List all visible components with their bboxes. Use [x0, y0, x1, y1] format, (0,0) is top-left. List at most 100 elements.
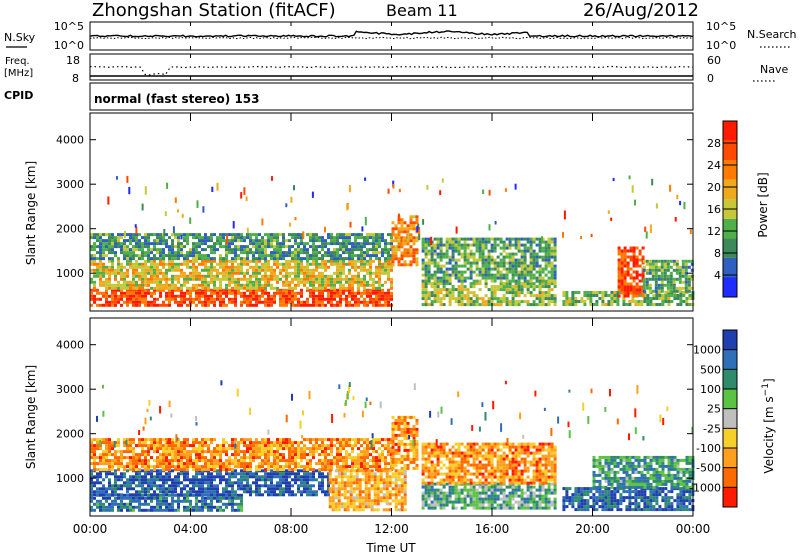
power-cell-8	[667, 278, 670, 281]
power-cell-1	[339, 269, 342, 272]
power-cell-4	[452, 288, 455, 291]
power-cell-5	[545, 268, 548, 271]
velocity-cell-2	[231, 453, 234, 456]
power-cell-7	[633, 295, 636, 298]
beam-label: Beam 11	[386, 1, 458, 20]
power-cell-6	[601, 303, 604, 306]
velocity-cell-1	[210, 484, 213, 487]
power-cell-8	[646, 284, 649, 287]
power-cell-2	[255, 251, 258, 254]
velocity-cell-2	[153, 465, 156, 468]
power-cell-7	[621, 259, 624, 262]
velocity-cell-1	[234, 469, 237, 472]
power-cell-3	[401, 227, 404, 230]
power-cell-5	[491, 274, 494, 277]
power-cell-1	[318, 287, 321, 290]
power-cell-0	[213, 292, 216, 295]
power-cell-2	[114, 254, 117, 257]
power-cell-8	[673, 278, 676, 281]
power-cell-7	[636, 283, 639, 286]
power-cell-3	[392, 257, 395, 260]
velocity-cell-1	[255, 478, 258, 481]
power-sparse-cell	[580, 236, 582, 239]
power-cell-2	[282, 233, 285, 236]
power-cell-0	[354, 304, 357, 307]
velocity-cell-0	[207, 503, 210, 506]
velocity-cell-1	[207, 472, 210, 475]
power-cell-2	[180, 254, 183, 257]
velocity-cell-1	[324, 493, 327, 496]
power-cell-1	[288, 287, 291, 290]
power-cell-1	[288, 266, 291, 269]
power-cell-6	[616, 303, 619, 306]
power-cell-5	[452, 265, 455, 268]
power-cell-7	[633, 253, 636, 256]
velocity-cell-2	[201, 468, 204, 471]
power-cell-8	[646, 287, 649, 290]
power-cell-5	[485, 274, 488, 277]
power-cell-1	[168, 287, 171, 290]
velocity-cell-2	[309, 462, 312, 465]
power-cell-5	[452, 244, 455, 247]
power-heatmap-cells	[90, 176, 694, 307]
velocity-cell-2	[333, 444, 336, 447]
power-cell-1	[150, 281, 153, 284]
power-cell-6	[574, 303, 577, 306]
power-cell-8	[655, 278, 658, 281]
power-cell-2	[378, 233, 381, 236]
power-cell-2	[147, 251, 150, 254]
power-cell-5	[449, 259, 452, 262]
velocity-cell-2	[204, 456, 207, 459]
power-cell-3	[401, 257, 404, 260]
power-cell-2	[345, 251, 348, 254]
power-cell-3	[410, 251, 413, 254]
power-cell-2	[360, 248, 363, 251]
power-cell-0	[219, 301, 222, 304]
power-cell-5	[548, 259, 551, 262]
power-cell-2	[354, 248, 357, 251]
power-cell-5	[434, 250, 437, 253]
power-cell-0	[228, 298, 231, 301]
power-cell-1	[237, 269, 240, 272]
power-cell-4	[503, 300, 506, 303]
power-sparse-cell	[613, 178, 615, 181]
velocity-cell-2	[333, 459, 336, 462]
velocity-cell-1	[108, 484, 111, 487]
velocity-cell-2	[285, 438, 288, 441]
velocity-cell-1	[102, 493, 105, 496]
velocity-cell-2	[354, 459, 357, 462]
power-cell-6	[610, 300, 613, 303]
power-cell-4	[425, 300, 428, 303]
velocity-cell-1	[303, 475, 306, 478]
velocity-cell-1	[159, 475, 162, 478]
velocity-cell-0	[126, 506, 129, 509]
velocity-cell-1	[279, 481, 282, 484]
velocity-cell-1	[111, 490, 114, 493]
power-cell-5	[473, 259, 476, 262]
velocity-cell-2	[195, 459, 198, 462]
velocity-cell-2	[180, 450, 183, 453]
velocity-cell-1	[102, 478, 105, 481]
velocity-cell-2	[129, 444, 132, 447]
power-cell-0	[111, 292, 114, 295]
velocity-cell-2	[222, 468, 225, 471]
power-cell-2	[261, 257, 264, 260]
power-cell-2	[243, 245, 246, 248]
power-sparse-cell	[189, 218, 191, 224]
power-cell-1	[246, 281, 249, 284]
power-cell-5	[500, 238, 503, 241]
velocity-cell-2	[330, 444, 333, 447]
velocity-cell-1	[195, 493, 198, 496]
power-cell-5	[443, 280, 446, 283]
power-cell-5	[530, 259, 533, 262]
velocity-cell-2	[114, 456, 117, 459]
velocity-cell-2	[168, 444, 171, 447]
power-cell-0	[180, 295, 183, 298]
power-cell-1	[255, 260, 258, 263]
velocity-cell-2	[195, 468, 198, 471]
velocity-cell-0	[129, 503, 132, 506]
power-cell-0	[327, 292, 330, 295]
velocity-cell-1	[294, 472, 297, 475]
velocity-cell-1	[267, 487, 270, 490]
power-cell-0	[267, 298, 270, 301]
